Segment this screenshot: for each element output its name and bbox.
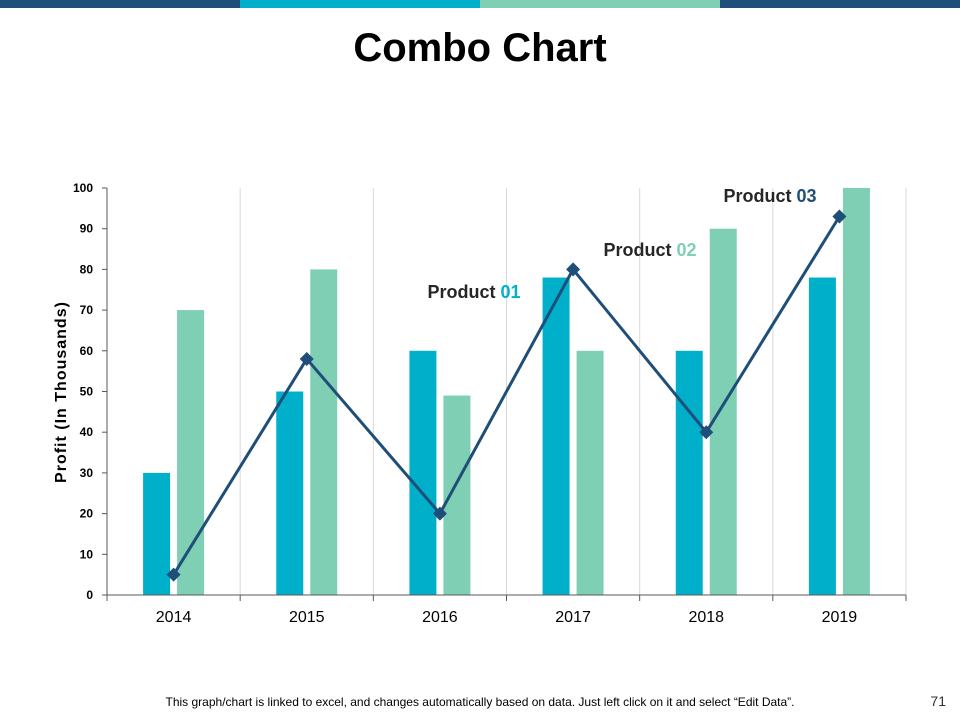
annotation-suffix: 02 [676,240,696,260]
y-tick-label: 10 [80,547,94,561]
bar-product-02 [709,228,737,595]
bar-product-01 [675,350,703,595]
line-marker-product-03 [432,506,447,521]
y-axis-title: Profit (In Thousands) [53,301,70,483]
line-marker-product-03 [299,351,314,366]
line-product-03 [172,215,841,576]
line-marker-product-03 [166,567,181,582]
top-bar-segment-1 [0,0,240,8]
top-bar-segment-4 [720,0,960,8]
top-color-bars [0,0,960,8]
x-tick-label: 2019 [822,609,858,626]
bar-product-02 [443,395,471,595]
bar-product-01 [409,350,437,595]
x-tick-label: 2017 [555,609,591,626]
y-tick-label: 30 [80,466,94,480]
x-tick-label: 2014 [156,609,192,626]
bar-product-01 [542,277,570,595]
x-tick-label: 2015 [289,609,325,626]
line-marker-product-03 [566,262,581,277]
bar-product-01 [143,472,171,595]
line-marker-product-03 [699,425,714,440]
y-tick-label: 0 [86,588,93,602]
bar-product-01 [276,391,304,595]
x-tick-label: 2018 [688,609,724,626]
top-bar-segment-2 [240,0,480,8]
y-tick-label: 40 [80,425,94,439]
y-tick-label: 20 [80,507,94,521]
bar-product-02 [842,188,870,595]
line-marker-product-03 [832,209,847,224]
annotation-prefix: Product [723,186,796,206]
slide-title: Combo Chart [353,26,607,70]
annotation-product-01: Product 01 [427,282,520,302]
annotation-suffix: 01 [500,282,520,302]
annotation-prefix: Product [603,240,676,260]
annotation-product-02: Product 02 [603,240,696,260]
x-tick-label: 2016 [422,609,458,626]
y-tick-label: 80 [80,262,94,276]
bar-product-01 [808,277,836,595]
y-tick-label: 60 [80,344,94,358]
annotation-suffix: 03 [796,186,816,206]
top-bar-segment-3 [480,0,720,8]
bar-product-02 [310,269,338,595]
y-tick-label: 70 [80,303,94,317]
footer-note: This graph/chart is linked to excel, and… [165,695,795,709]
bar-product-02 [177,310,205,595]
annotation-product-03: Product 03 [723,186,816,206]
annotation-prefix: Product [427,282,500,302]
y-tick-label: 100 [73,181,93,195]
y-tick-label: 90 [80,222,94,236]
page-number: 71 [930,693,946,709]
y-tick-label: 50 [80,385,94,399]
bar-product-02 [576,350,604,595]
